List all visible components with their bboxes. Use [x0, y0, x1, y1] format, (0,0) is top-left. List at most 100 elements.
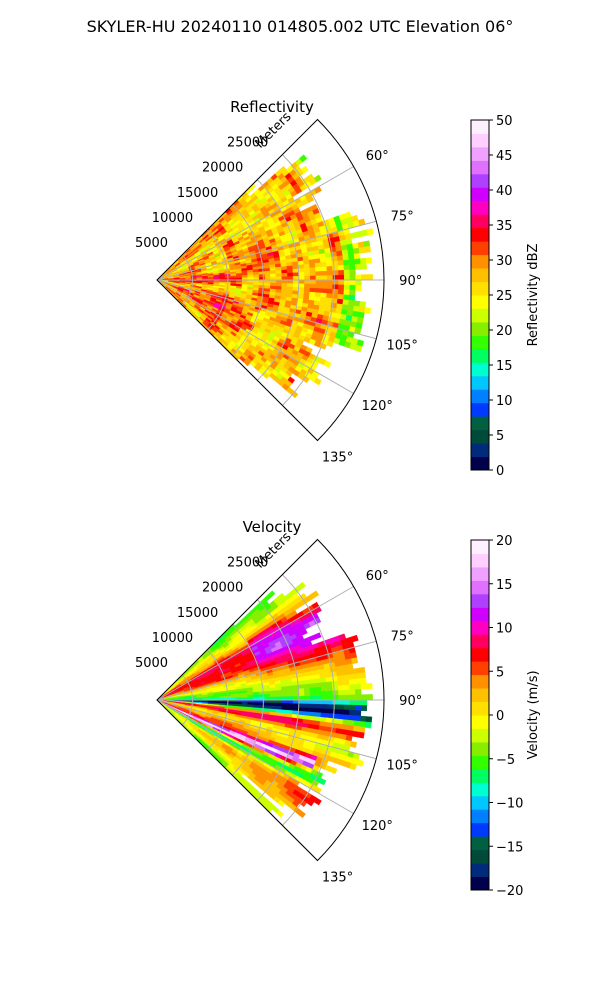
data-cell: [281, 276, 288, 281]
data-cell: [344, 274, 351, 281]
data-cell: [365, 257, 373, 264]
colorbar-segment: [471, 456, 489, 471]
data-cell: [309, 283, 317, 289]
colorbar-segment: [471, 876, 489, 891]
data-cell: [354, 678, 361, 685]
data-cell: [326, 265, 333, 272]
data-cell: [292, 688, 299, 694]
data-cell: [343, 264, 350, 271]
data-cell: [247, 274, 254, 278]
colorbar-segment: [471, 254, 489, 269]
data-cell: [297, 264, 305, 270]
data-cell: [309, 279, 317, 285]
data-cell: [315, 271, 322, 277]
data-cell: [338, 274, 345, 281]
data-cell: [349, 274, 356, 281]
data-cell: [258, 271, 265, 275]
data-cell: [331, 680, 339, 687]
colorbar-segment: [471, 715, 489, 729]
colorbar-tick-label: −5: [496, 753, 515, 768]
data-cell: [301, 375, 310, 384]
data-cell: [281, 269, 288, 274]
data-cell: [342, 254, 350, 261]
colorbar-segment: [471, 620, 489, 635]
data-cell: [338, 704, 345, 711]
data-cell: [366, 682, 373, 690]
data-cell: [281, 692, 288, 697]
data-cell: [325, 256, 333, 263]
data-cell: [355, 279, 362, 286]
sector-outline: [156, 118, 385, 442]
data-cell: [347, 248, 355, 256]
data-cell: [332, 279, 339, 285]
colorbar-segment: [471, 241, 489, 256]
data-cell: [349, 684, 356, 691]
colorbar-tick-label: 50: [496, 114, 513, 129]
data-cell: [364, 246, 372, 253]
colorbar-segment: [471, 416, 489, 431]
data-cell: [230, 695, 237, 699]
data-cell: [281, 703, 288, 708]
data-cell: [337, 260, 344, 266]
data-cell: [353, 673, 361, 680]
data-cell: [332, 265, 339, 272]
data-cell: [341, 249, 349, 256]
colorbar-tick-label: 20: [496, 534, 513, 549]
colorbar-tick-label: 30: [496, 254, 513, 269]
data-cell: [309, 691, 317, 697]
data-cell: [326, 288, 333, 295]
data-cell: [349, 699, 356, 706]
data-cell: [342, 674, 350, 681]
data-cell: [287, 276, 294, 281]
range-tick-label: 15000: [177, 186, 218, 201]
data-cell: [341, 669, 349, 676]
data-cell: [303, 683, 310, 689]
data-cell: [298, 688, 305, 693]
data-cell: [338, 284, 345, 291]
colorbar-segment: [471, 661, 489, 676]
data-cell: [298, 707, 305, 712]
colorbar-tick-label: 35: [496, 219, 513, 234]
data-cell: [320, 261, 327, 268]
data-cell: [309, 267, 316, 273]
colorbar-segment: [471, 647, 489, 662]
colorbar-segment: [471, 375, 489, 390]
azimuth-tick-label: 135°: [322, 451, 353, 466]
data-cell: [321, 704, 328, 710]
data-cell: [349, 704, 356, 711]
data-cell: [321, 279, 328, 285]
data-cell: [353, 300, 361, 307]
data-cell: [359, 715, 367, 723]
data-cell: [355, 694, 362, 701]
data-cell: [342, 299, 350, 306]
data-cell: [331, 256, 338, 262]
colorbar-segment: [471, 701, 489, 716]
data-cell: [300, 628, 308, 636]
data-cell: [326, 708, 333, 715]
data-cell: [315, 288, 322, 294]
colorbar-segment: [471, 768, 489, 783]
data-cell: [359, 677, 367, 685]
data-cell: [269, 690, 277, 695]
colorbar-segment: [471, 146, 489, 161]
data-cell: [258, 691, 265, 695]
data-cell: [343, 679, 350, 686]
azimuth-tick-label: 120°: [362, 819, 393, 834]
azimuth-tick-label: 105°: [387, 339, 418, 354]
colorbar-segment: [471, 308, 489, 323]
range-tick-label: 20000: [202, 581, 243, 596]
data-cell: [343, 709, 350, 716]
data-cell: [298, 268, 305, 273]
data-cell: [337, 265, 345, 271]
data-cell: [332, 708, 339, 715]
data-cell: [230, 275, 237, 279]
data-cell: [361, 274, 368, 281]
data-cell: [315, 703, 322, 709]
data-cell: [349, 741, 358, 748]
data-cell: [281, 272, 288, 277]
data-cell: [275, 282, 283, 287]
data-cell: [338, 699, 345, 706]
data-cell: [314, 632, 322, 640]
data-cell: [343, 704, 351, 711]
data-cell: [331, 713, 339, 720]
